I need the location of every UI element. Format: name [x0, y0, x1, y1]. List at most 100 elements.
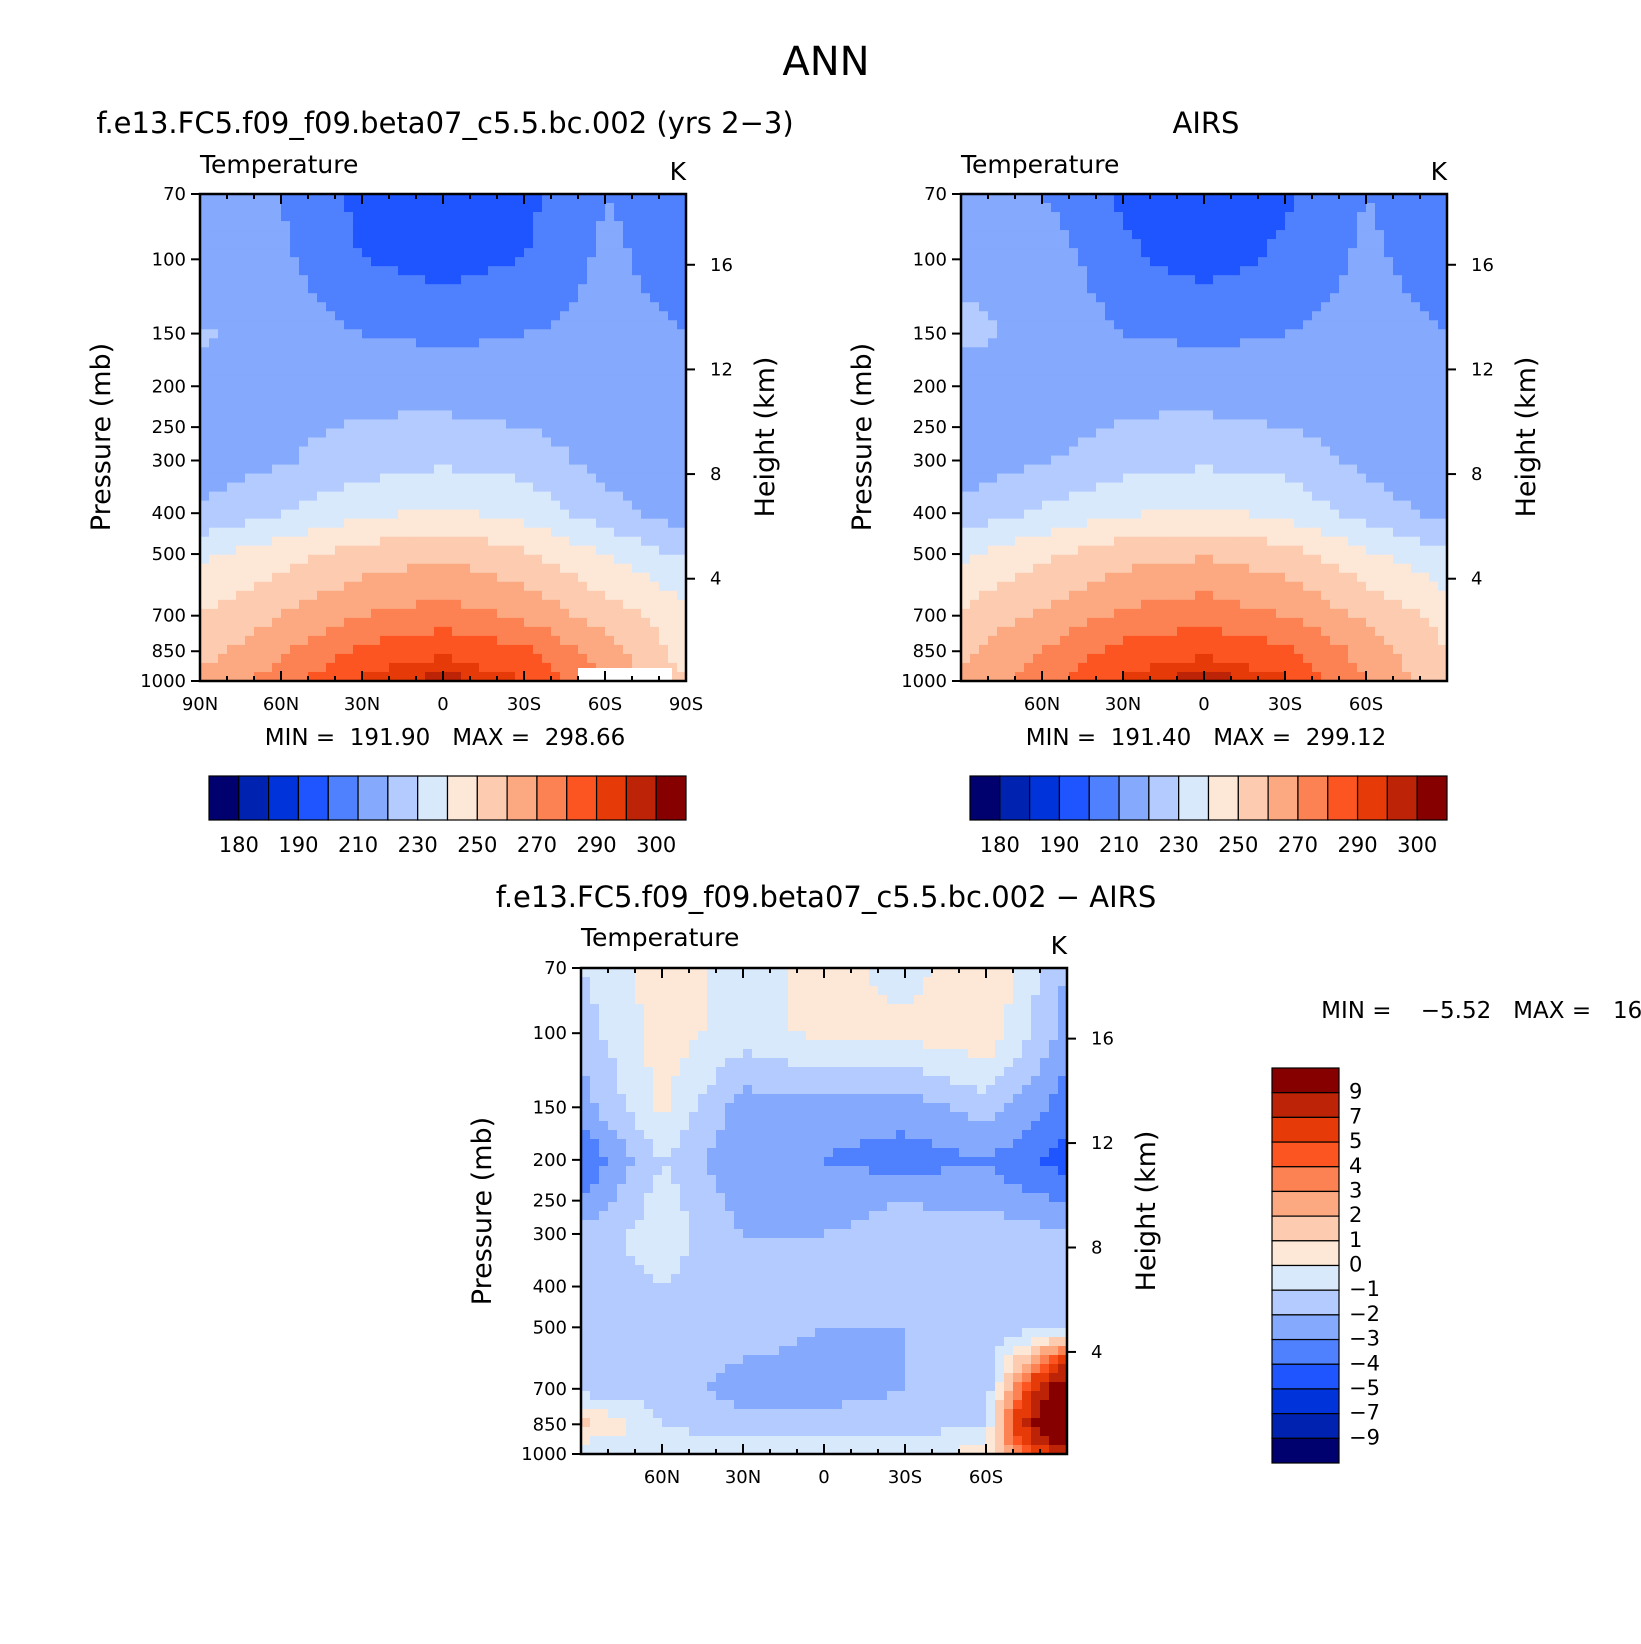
contour-cell — [1321, 419, 1331, 430]
contour-cell — [578, 203, 588, 213]
contour-cell — [380, 554, 390, 565]
contour-cell — [1087, 203, 1097, 213]
contour-cell — [1393, 311, 1403, 321]
contour-cell — [979, 383, 989, 394]
contour-cell — [506, 626, 516, 637]
contour-cell — [1150, 248, 1160, 258]
contour-cell — [677, 653, 686, 664]
contour-cell — [254, 608, 264, 619]
contour-cell — [988, 338, 998, 348]
contour-cell — [254, 401, 264, 412]
contour-cell — [398, 320, 408, 330]
contour-cell — [596, 437, 606, 448]
contour-cell — [1024, 311, 1034, 321]
contour-cell — [632, 338, 642, 348]
contour-cell — [569, 392, 579, 403]
contour-cell — [1060, 356, 1070, 366]
contour-cell — [434, 203, 444, 213]
colorbar-swatch — [327, 775, 359, 821]
contour-cell — [1258, 257, 1268, 267]
contour-cell — [1402, 320, 1412, 330]
contour-cell — [533, 662, 543, 673]
contour-cell — [668, 455, 678, 466]
contour-cell — [1177, 410, 1187, 421]
contour-cell — [1267, 419, 1277, 430]
contour-cell — [1321, 347, 1331, 357]
contour-cell — [677, 320, 686, 330]
contour-cell — [200, 527, 210, 538]
contour-cell — [227, 491, 237, 502]
contour-cell — [623, 662, 633, 673]
contour-cell — [587, 536, 597, 547]
contour-cell — [524, 248, 534, 258]
contour-cell — [569, 374, 579, 384]
contour-cell — [1105, 392, 1115, 403]
contour-cell — [218, 473, 228, 484]
contour-cell — [263, 455, 273, 466]
contour-cell — [218, 653, 228, 664]
contour-cell — [1303, 221, 1313, 231]
contour-cell — [398, 365, 408, 375]
contour-cell — [533, 284, 543, 294]
contour-cell — [380, 608, 390, 619]
contour-cell — [1267, 239, 1277, 249]
contour-cell — [533, 599, 543, 610]
contour-cell — [389, 194, 399, 204]
contour-cell — [1096, 194, 1106, 204]
contour-cell — [560, 203, 570, 213]
contour-cell — [506, 356, 516, 366]
contour-cell — [254, 662, 264, 673]
contour-cell — [407, 437, 417, 448]
contour-cell — [263, 383, 273, 394]
contour-cell — [407, 311, 417, 321]
contour-cell — [961, 491, 971, 502]
contour-cell — [1276, 311, 1286, 321]
contour-cell — [515, 383, 525, 394]
contour-cell — [1069, 284, 1079, 294]
contour-cell — [632, 194, 642, 204]
contour-cell — [1294, 212, 1304, 222]
contour-cell — [650, 266, 660, 276]
contour-cell — [1231, 428, 1241, 439]
contour-cell — [281, 230, 291, 240]
contour-cell — [1321, 302, 1331, 312]
contour-cell — [506, 320, 516, 330]
contour-cell — [200, 239, 210, 249]
contour-cell — [236, 554, 246, 565]
contour-cell — [677, 608, 686, 619]
contour-cell — [979, 194, 989, 204]
contour-cell — [335, 257, 345, 267]
contour-cell — [551, 536, 561, 547]
contour-cell — [659, 365, 669, 375]
contour-cell — [1096, 428, 1106, 439]
contour-cell — [272, 392, 282, 403]
contour-cell — [488, 356, 498, 366]
contour-cell — [236, 608, 246, 619]
contour-cell — [632, 572, 642, 583]
contour-cell — [1060, 239, 1070, 249]
contour-cell — [551, 320, 561, 330]
contour-cell — [1060, 257, 1070, 267]
contour-cell — [1033, 518, 1043, 529]
contour-cell — [398, 383, 408, 394]
contour-cell — [326, 644, 336, 655]
contour-cell — [1294, 284, 1304, 294]
contour-cell — [209, 473, 219, 484]
contour-cell — [434, 428, 444, 439]
contour-cell — [578, 239, 588, 249]
contour-cell — [1402, 239, 1412, 249]
contour-cell — [533, 608, 543, 619]
contour-cell — [1123, 482, 1133, 493]
contour-cell — [1141, 329, 1151, 339]
contour-cell — [227, 248, 237, 258]
contour-cell — [506, 230, 516, 240]
contour-cell — [425, 293, 435, 303]
plot-obs-field — [961, 194, 1447, 681]
contour-cell — [1258, 203, 1268, 213]
contour-cell — [569, 473, 579, 484]
contour-cell — [272, 653, 282, 664]
contour-cell — [623, 500, 633, 511]
contour-cell — [1132, 383, 1142, 394]
contour-cell — [317, 383, 327, 394]
contour-cell — [641, 662, 651, 673]
